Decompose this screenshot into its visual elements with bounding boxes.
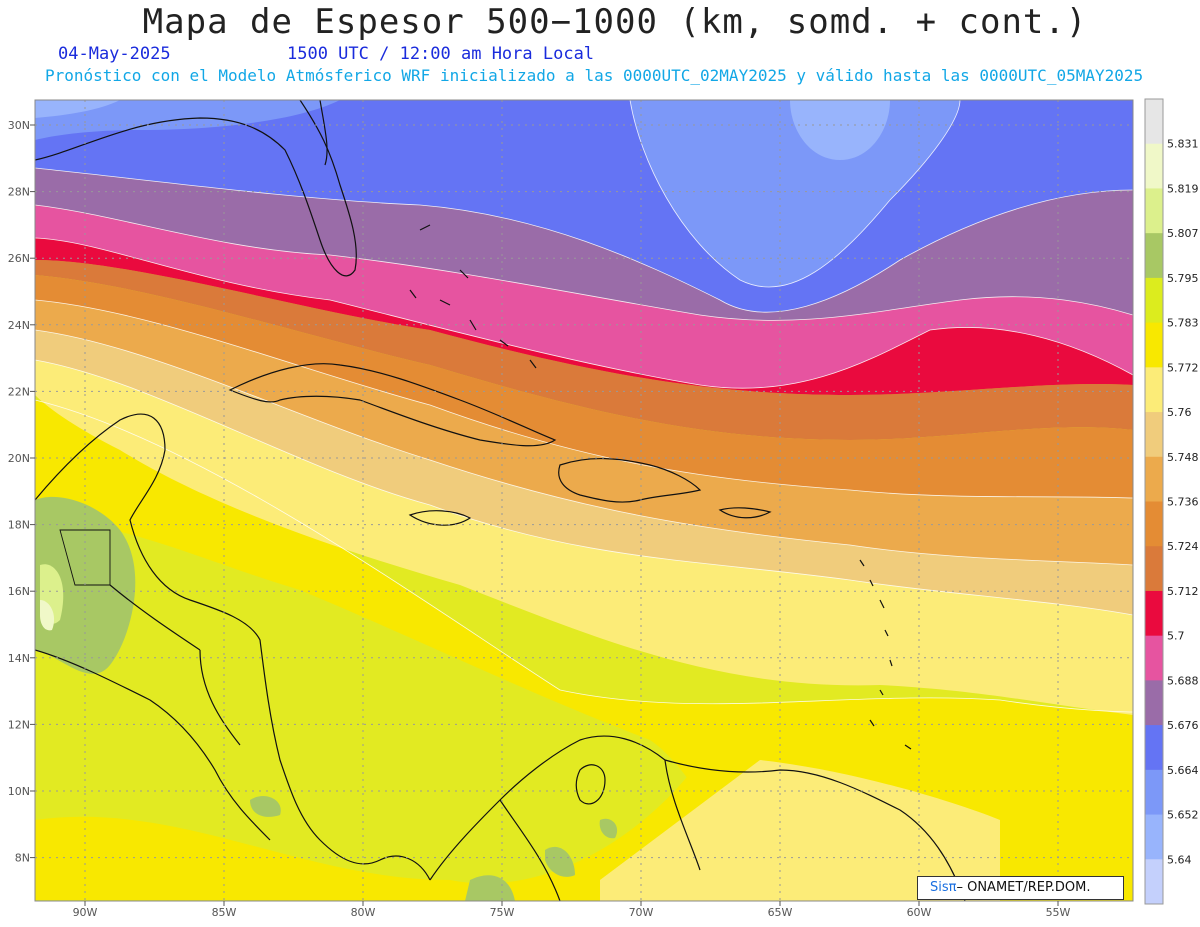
colorbar-label: 5.7 — [1167, 630, 1185, 643]
lat-label: 24N — [8, 319, 30, 332]
colorbar-swatch — [1145, 233, 1163, 279]
colorbar-swatch — [1145, 412, 1163, 458]
colorbar-swatch — [1145, 769, 1163, 816]
lat-label: 16N — [8, 585, 30, 598]
colorbar-swatch — [1145, 680, 1163, 726]
lat-label: 18N — [8, 519, 30, 532]
lat-label: 28N — [8, 186, 30, 199]
forecast-time: 1500 UTC / 12:00 am Hora Local — [287, 44, 595, 64]
colorbar-swatch — [1145, 814, 1163, 860]
colorbar-label: 5.748 — [1167, 451, 1199, 464]
coastlines — [35, 100, 966, 901]
lat-label: 26N — [8, 252, 30, 265]
colorbar-label: 5.772 — [1167, 361, 1199, 374]
colorbar-swatch — [1145, 635, 1163, 681]
longitude-labels: 90W 85W 80W 75W 70W 65W 60W 55W — [73, 901, 1071, 919]
lon-label: 75W — [490, 906, 515, 919]
gridlines — [35, 100, 1133, 901]
model-subtitle: Pronóstico con el Modelo Atmósferico WRF… — [45, 66, 1144, 85]
colorbar-label: 5.783 — [1167, 317, 1199, 330]
lat-label: 30N — [8, 119, 30, 132]
lon-label: 55W — [1046, 906, 1071, 919]
credit-org: – ONAMET/REP.DOM. — [956, 880, 1091, 895]
colorbar-label: 5.831 — [1167, 138, 1199, 151]
colorbar-label: 5.712 — [1167, 585, 1199, 598]
lat-label: 14N — [8, 652, 30, 665]
lon-label: 60W — [907, 906, 932, 919]
colorbar-label: 5.795 — [1167, 272, 1199, 285]
colorbar-swatch — [1145, 277, 1163, 324]
lat-label: 20N — [8, 452, 30, 465]
lon-label: 70W — [629, 906, 654, 919]
colorbar-label: 5.736 — [1167, 496, 1199, 509]
colorbar-swatch — [1145, 143, 1163, 189]
lon-label: 85W — [212, 906, 237, 919]
credit-box: Sisπ– ONAMET/REP.DOM. — [917, 876, 1124, 900]
colorbar: 5.831 5.819 5.807 5.795 5.783 5.772 5.76 5.748 5… — [1144, 98, 1199, 905]
colorbar-swatch — [1145, 322, 1163, 368]
forecast-date: 04-May-2025 — [58, 44, 171, 64]
latitude-labels: 30N 28N 26N 24N 22N 20N 18N 16N 14N 12N 10N 8N — [8, 119, 35, 865]
sispi-logo: Sisπ — [930, 880, 957, 895]
page-title: Mapa de Espesor 500−1000 (km, somd. + co… — [142, 2, 1088, 42]
lat-label: 22N — [8, 385, 30, 398]
thickness-field — [35, 100, 1133, 901]
colorbar-swatch — [1145, 188, 1163, 234]
colorbar-swatch — [1145, 501, 1163, 547]
colorbar-swatch — [1145, 546, 1163, 592]
colorbar-label: 5.76 — [1167, 406, 1192, 419]
colorbar-label: 5.664 — [1167, 764, 1199, 777]
colorbar-swatch — [1145, 367, 1163, 413]
colorbar-swatch — [1145, 456, 1163, 502]
lon-label: 90W — [73, 906, 98, 919]
colorbar-swatch — [1145, 99, 1163, 145]
colorbar-frame — [1144, 98, 1164, 905]
colorbar-label: 5.64 — [1167, 853, 1192, 866]
colorbar-label: 5.652 — [1167, 809, 1199, 822]
colorbar-swatch — [1145, 725, 1163, 771]
colorbar-label: 5.676 — [1167, 719, 1199, 732]
colorbar-swatch — [1145, 859, 1163, 905]
colorbar-swatch — [1145, 590, 1163, 637]
lon-label: 65W — [768, 906, 793, 919]
colorbar-label: 5.819 — [1167, 182, 1199, 195]
lat-label: 8N — [15, 852, 30, 865]
colorbar-label: 5.688 — [1167, 674, 1199, 687]
lon-label: 80W — [351, 906, 376, 919]
colorbar-label: 5.724 — [1167, 540, 1199, 553]
lat-label: 12N — [8, 718, 30, 731]
colorbar-label: 5.807 — [1167, 227, 1199, 240]
lat-label: 10N — [8, 785, 30, 798]
